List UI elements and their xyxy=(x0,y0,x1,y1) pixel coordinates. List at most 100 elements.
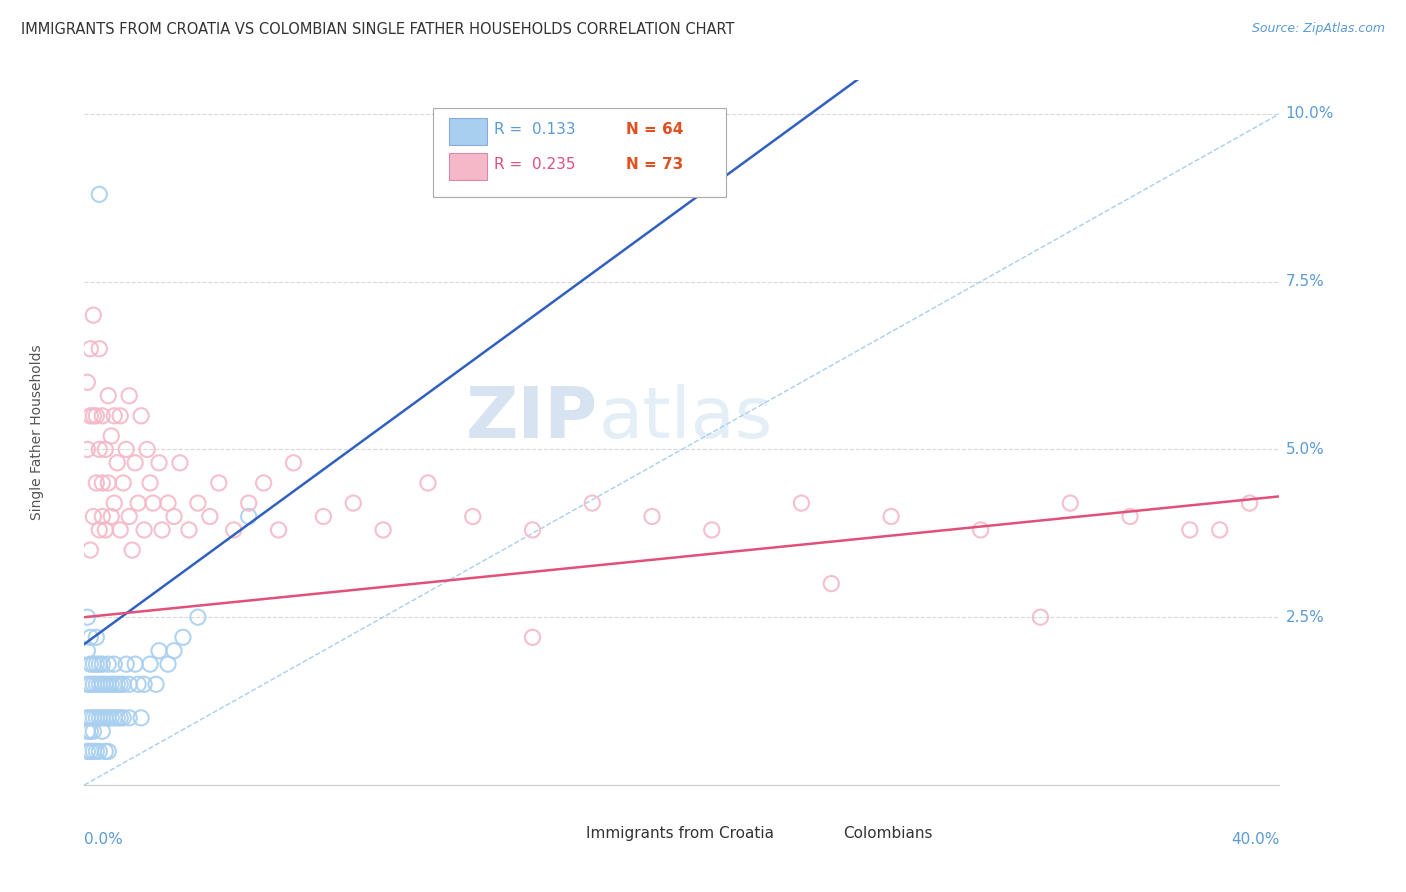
Point xyxy=(97,711,120,725)
Point xyxy=(76,677,98,691)
Text: N = 73: N = 73 xyxy=(626,157,683,172)
Point xyxy=(157,657,180,672)
FancyBboxPatch shape xyxy=(449,153,486,180)
Point xyxy=(76,442,98,457)
Point xyxy=(118,389,141,403)
Point xyxy=(76,376,98,390)
Point xyxy=(121,543,143,558)
Point xyxy=(238,509,260,524)
Point xyxy=(187,496,209,510)
Point xyxy=(91,711,114,725)
Point xyxy=(110,711,132,725)
Point xyxy=(312,509,335,524)
Point xyxy=(86,475,108,490)
Point xyxy=(105,456,128,470)
Text: Immigrants from Croatia: Immigrants from Croatia xyxy=(586,826,775,841)
Point xyxy=(100,677,122,691)
Point xyxy=(97,475,120,490)
Point xyxy=(1059,496,1081,510)
Point xyxy=(127,677,149,691)
Point xyxy=(97,657,120,672)
Point xyxy=(86,409,108,423)
Point xyxy=(1178,523,1201,537)
Point xyxy=(79,630,101,644)
Point xyxy=(103,657,125,672)
Point xyxy=(132,677,156,691)
Point xyxy=(97,744,120,758)
Point xyxy=(222,523,245,537)
Point xyxy=(150,523,173,537)
Point xyxy=(82,308,104,322)
Point xyxy=(163,509,186,524)
Point xyxy=(148,644,170,658)
Point xyxy=(283,456,305,470)
Point xyxy=(76,711,98,725)
Point xyxy=(522,630,544,644)
Text: Source: ZipAtlas.com: Source: ZipAtlas.com xyxy=(1251,22,1385,36)
Point xyxy=(91,409,114,423)
Point xyxy=(76,744,98,758)
Point xyxy=(132,523,156,537)
Point xyxy=(115,442,138,457)
Point xyxy=(142,496,165,510)
Point xyxy=(86,711,108,725)
Point xyxy=(86,630,108,644)
Point xyxy=(76,724,98,739)
Point xyxy=(82,724,104,739)
Point xyxy=(82,711,104,725)
Point xyxy=(79,677,101,691)
Point xyxy=(100,429,122,443)
Point xyxy=(89,657,111,672)
Point xyxy=(89,442,111,457)
Point xyxy=(208,475,231,490)
Point xyxy=(79,543,101,558)
Point xyxy=(105,711,128,725)
Text: R =  0.235: R = 0.235 xyxy=(495,157,576,172)
Point xyxy=(91,475,114,490)
FancyBboxPatch shape xyxy=(799,821,838,847)
Point xyxy=(86,677,108,691)
Point xyxy=(89,744,111,758)
Point xyxy=(103,496,125,510)
Point xyxy=(94,523,117,537)
Point xyxy=(198,509,221,524)
Text: Colombians: Colombians xyxy=(844,826,932,841)
Point xyxy=(82,744,104,758)
Point xyxy=(91,724,114,739)
Text: 0.0%: 0.0% xyxy=(84,832,124,847)
Point xyxy=(461,509,484,524)
Text: 10.0%: 10.0% xyxy=(1285,106,1334,121)
Point xyxy=(157,496,180,510)
Point xyxy=(86,744,108,758)
Point xyxy=(1119,509,1142,524)
Text: 5.0%: 5.0% xyxy=(1285,442,1324,457)
Point xyxy=(100,711,122,725)
Point xyxy=(820,576,842,591)
Point xyxy=(700,523,723,537)
Point xyxy=(86,657,108,672)
Point xyxy=(115,657,138,672)
Point xyxy=(1209,523,1232,537)
Point xyxy=(91,677,114,691)
Point xyxy=(82,677,104,691)
Point xyxy=(110,409,132,423)
Point xyxy=(105,677,128,691)
Point xyxy=(91,509,114,524)
Text: IMMIGRANTS FROM CROATIA VS COLOMBIAN SINGLE FATHER HOUSEHOLDS CORRELATION CHART: IMMIGRANTS FROM CROATIA VS COLOMBIAN SIN… xyxy=(21,22,734,37)
Point xyxy=(112,711,135,725)
Point xyxy=(112,677,135,691)
Point xyxy=(416,475,439,490)
Point xyxy=(89,523,111,537)
Point xyxy=(79,711,101,725)
Text: 7.5%: 7.5% xyxy=(1285,274,1324,289)
Point xyxy=(103,711,125,725)
Point xyxy=(1239,496,1261,510)
Point xyxy=(79,744,101,758)
Point xyxy=(97,389,120,403)
Point xyxy=(89,677,111,691)
Point xyxy=(82,657,104,672)
Point xyxy=(522,523,544,537)
Point xyxy=(103,677,125,691)
Point xyxy=(187,610,209,624)
Point xyxy=(145,677,167,691)
